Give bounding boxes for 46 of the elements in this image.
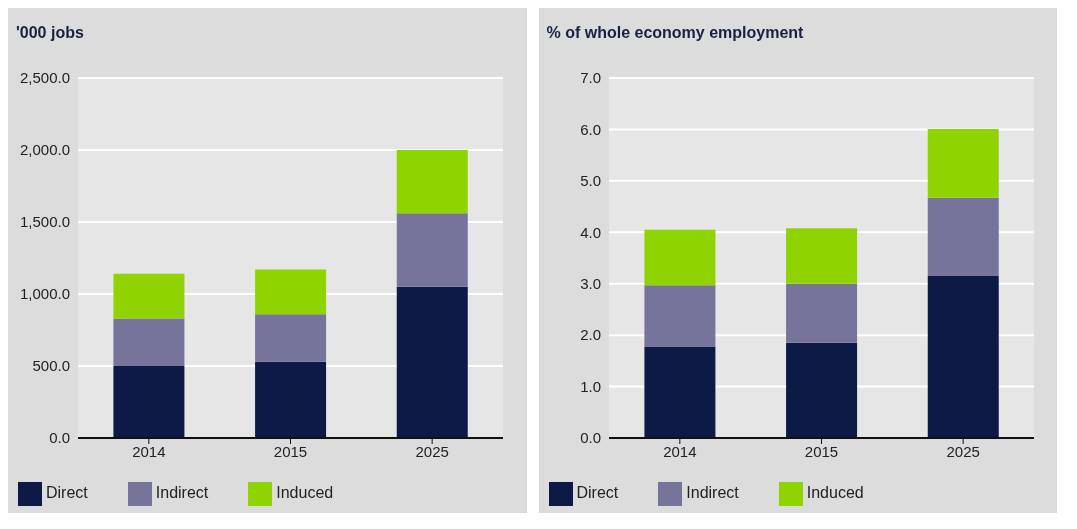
y-tick-label: 1,500.0 — [19, 213, 70, 231]
x-tick-label: 2014 — [132, 442, 166, 460]
bar — [927, 128, 999, 198]
legend-label: Induced — [806, 484, 864, 502]
legend-label: Direct — [576, 484, 619, 502]
x-tick-label: 2015 — [804, 442, 838, 460]
y-tick-label: 0.0 — [49, 429, 70, 447]
bar — [255, 361, 327, 438]
y-tick-label: 2,000.0 — [19, 141, 70, 159]
x-tick-label: 2014 — [662, 442, 697, 460]
bar — [113, 366, 185, 438]
bar — [643, 346, 715, 438]
y-tick-label: 1.0 — [579, 377, 601, 395]
y-tick-label: 6.0 — [579, 120, 601, 138]
bar — [927, 197, 999, 276]
y-tick-label: 3.0 — [579, 275, 601, 293]
x-tick-label: 2015 — [273, 442, 308, 460]
bar — [113, 273, 185, 319]
legend-label: Indirect — [686, 484, 739, 502]
y-axis-title: '000 jobs — [16, 24, 84, 42]
bar — [396, 150, 468, 214]
legend-label: Direct — [46, 484, 88, 502]
x-tick-label: 2025 — [945, 442, 980, 460]
bar — [113, 318, 185, 366]
bar — [927, 276, 999, 438]
bar — [785, 342, 857, 438]
bar — [643, 229, 715, 286]
y-tick-label: 5.0 — [579, 172, 601, 190]
legend-label: Induced — [276, 484, 334, 502]
bar — [785, 228, 857, 284]
y-tick-label: 2.0 — [579, 326, 601, 344]
y-axis-title: % of whole economy employment — [546, 24, 804, 42]
y-tick-label: 0.0 — [579, 429, 601, 447]
bar — [255, 314, 327, 362]
bar — [643, 285, 715, 347]
bar — [396, 213, 468, 287]
y-tick-label: 1,000.0 — [19, 285, 70, 303]
y-tick-label: 500.0 — [32, 357, 70, 375]
bar — [785, 283, 857, 343]
x-tick-label: 2025 — [415, 442, 449, 460]
bar — [255, 269, 327, 315]
y-tick-label: 2,500.0 — [19, 69, 70, 87]
y-tick-label: 7.0 — [579, 69, 601, 87]
bar — [396, 286, 468, 438]
y-tick-label: 4.0 — [579, 223, 601, 241]
legend-label: Indirect — [155, 484, 209, 502]
